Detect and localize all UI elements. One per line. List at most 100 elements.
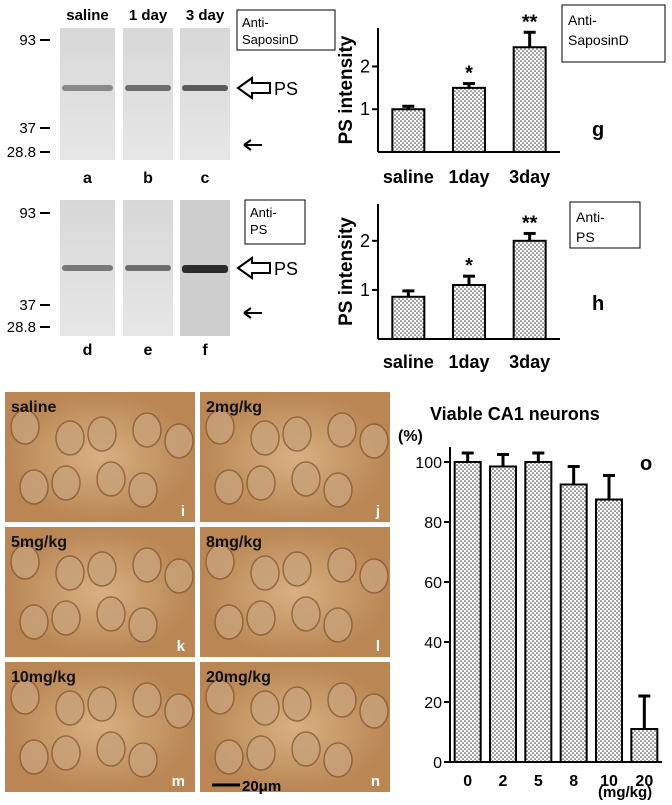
- marker-label: 28.8: [7, 319, 36, 336]
- antibody-box: [236, 9, 336, 51]
- cell: [55, 555, 85, 591]
- antibody-label: PS: [576, 229, 595, 245]
- lane-panel: b: [143, 170, 153, 187]
- micrograph-panel: i: [181, 503, 185, 520]
- marker-label: 28.8: [7, 144, 36, 161]
- micrograph-panel: k: [177, 638, 186, 655]
- y-tick-label: 1: [360, 280, 370, 300]
- antibody-label: Anti-: [242, 15, 269, 30]
- cell: [291, 596, 321, 632]
- lane-label: saline: [66, 7, 109, 24]
- antibody-label: Anti-: [250, 205, 277, 220]
- x-tick-label: 0: [463, 773, 472, 790]
- cell: [250, 690, 280, 726]
- cell: [246, 465, 276, 501]
- y-tick-label: 100: [415, 455, 442, 472]
- panel-label: o: [640, 453, 652, 475]
- lane-label: 3 day: [186, 7, 225, 24]
- antibody-box: [569, 201, 641, 249]
- bar: [391, 108, 426, 153]
- cell: [282, 686, 312, 722]
- cell: [87, 551, 117, 587]
- bar: [453, 461, 482, 763]
- bar: [512, 46, 547, 153]
- cell: [323, 742, 353, 778]
- blot-lane: [123, 28, 173, 160]
- cell: [327, 547, 357, 583]
- x-tick-label: saline: [383, 167, 434, 187]
- cell: [250, 420, 280, 456]
- significance: **: [522, 11, 538, 33]
- cell: [323, 607, 353, 643]
- cell: [132, 682, 162, 718]
- x-tick-label: 2: [499, 773, 508, 790]
- cell: [96, 461, 126, 497]
- x-tick-label: 10: [600, 773, 618, 790]
- panel-label: g: [592, 119, 604, 141]
- y-tick-label: 60: [424, 575, 442, 592]
- cell: [132, 547, 162, 583]
- micrograph-label: saline: [11, 399, 56, 416]
- x-tick-label: 3day: [509, 352, 550, 372]
- bar: [630, 728, 659, 763]
- lane-panel: f: [202, 342, 208, 359]
- cell: [128, 742, 158, 778]
- cell: [327, 682, 357, 718]
- cell: [323, 472, 353, 508]
- bar: [452, 86, 486, 153]
- marker-label: 93: [19, 205, 36, 222]
- lane-label: 1 day: [129, 7, 168, 24]
- cell: [291, 731, 321, 767]
- bar: [524, 461, 553, 763]
- significance: *: [465, 255, 473, 277]
- micrograph-panel: n: [371, 773, 380, 790]
- micrograph-panel: j: [375, 503, 380, 520]
- cell: [51, 735, 81, 771]
- y-tick-label: 2: [360, 231, 370, 251]
- antibody-label: PS: [250, 222, 268, 237]
- band: [182, 85, 228, 91]
- cell: [246, 735, 276, 771]
- band: [62, 85, 113, 91]
- cell: [205, 679, 235, 715]
- scale-label: 20μm: [242, 778, 281, 795]
- cell: [51, 465, 81, 501]
- x-unit: (mg/kg): [598, 784, 652, 800]
- cell: [19, 604, 49, 640]
- cell: [128, 472, 158, 508]
- blot-lane: [60, 28, 115, 160]
- cell: [55, 690, 85, 726]
- x-tick-label: 5: [534, 773, 543, 790]
- cell: [19, 469, 49, 505]
- arrows: [236, 76, 271, 319]
- lane-panel: e: [144, 342, 153, 359]
- cell: [205, 544, 235, 580]
- x-tick-label: 3day: [509, 167, 550, 187]
- lane-panel: a: [83, 170, 92, 187]
- antibody-label: SaposinD: [568, 32, 629, 48]
- band: [125, 85, 171, 91]
- cell: [55, 420, 85, 456]
- bar: [595, 498, 623, 763]
- cell: [87, 686, 117, 722]
- micrograph-label: 10mg/kg: [11, 669, 76, 686]
- significance: *: [465, 63, 473, 85]
- band: [125, 265, 171, 271]
- y-tick-label: 2: [360, 56, 370, 76]
- antibody-label: Anti-: [576, 209, 605, 225]
- cell: [10, 679, 40, 715]
- bar: [559, 483, 588, 763]
- blot-lane: [180, 28, 230, 160]
- cell: [250, 555, 280, 591]
- cell: [128, 607, 158, 643]
- y-tick-label: 0: [433, 755, 442, 772]
- cell: [359, 558, 389, 594]
- marker-label: 93: [19, 32, 36, 49]
- cell: [327, 412, 357, 448]
- cell: [96, 596, 126, 632]
- y-axis-label: PS intensity: [336, 217, 357, 326]
- antibody-box: [561, 4, 666, 63]
- cell: [214, 469, 244, 505]
